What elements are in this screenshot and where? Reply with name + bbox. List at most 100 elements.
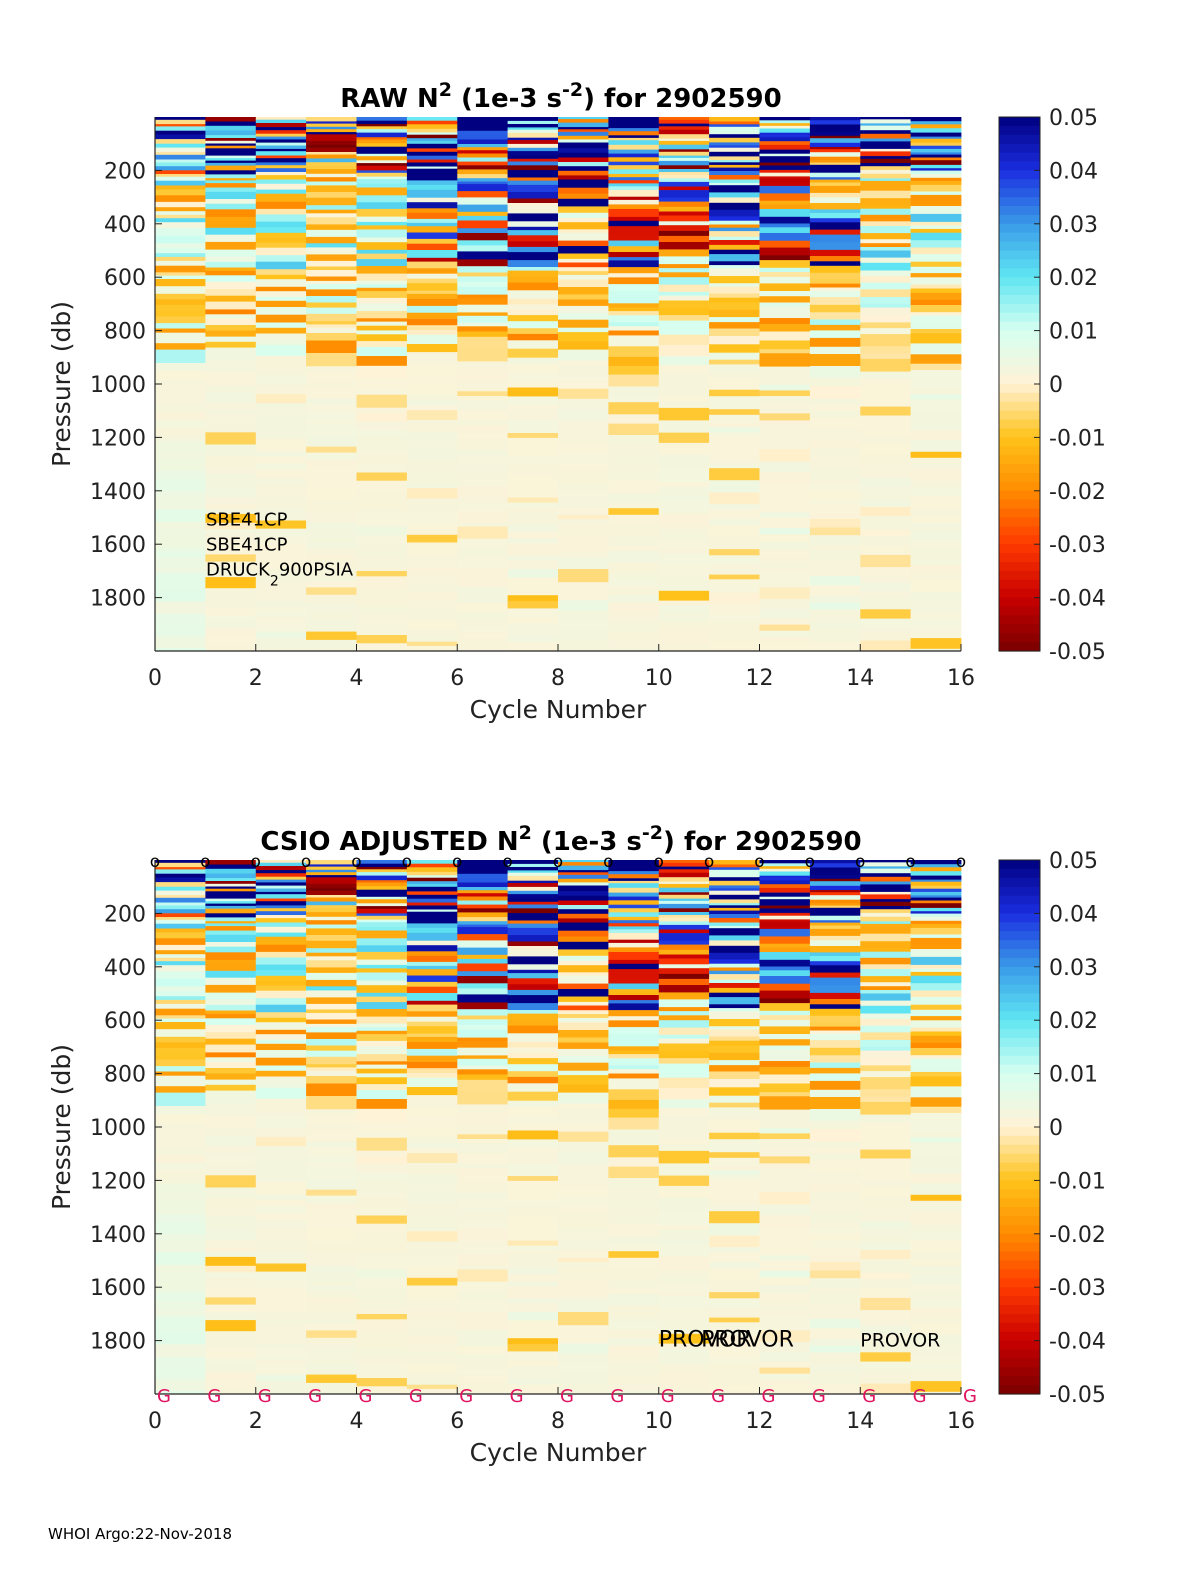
heatmap-cell	[155, 986, 206, 992]
heatmap-cell	[306, 147, 357, 153]
heatmap-cell	[356, 930, 408, 939]
heatmap-cell	[759, 1285, 811, 1294]
heatmap-cell	[205, 234, 257, 243]
heatmap-cell	[155, 1022, 206, 1030]
heatmap-cell	[658, 119, 710, 124]
colorbar-segment	[999, 241, 1040, 252]
heatmap-cell	[809, 1233, 861, 1242]
heatmap-cell	[457, 1211, 509, 1223]
heatmap-cell	[356, 1319, 408, 1331]
heatmap-cell	[255, 232, 307, 239]
heatmap-cell	[809, 1211, 861, 1223]
heatmap-cell	[709, 1357, 760, 1366]
heatmap-cell	[356, 996, 408, 1003]
heatmap-cell	[306, 631, 357, 641]
heatmap-cell	[558, 926, 609, 932]
heatmap-cell	[205, 1297, 257, 1305]
heatmap-cell	[205, 162, 257, 166]
heatmap-cell	[608, 480, 660, 494]
heatmap-cell	[507, 1281, 559, 1287]
heatmap-cell	[356, 273, 408, 281]
heatmap-cell	[709, 869, 760, 874]
heatmap-cell	[910, 152, 962, 155]
heatmap-cell	[809, 946, 861, 953]
heatmap-cell	[759, 581, 811, 588]
heatmap-cell	[658, 1197, 710, 1212]
heatmap-cell	[658, 973, 710, 980]
heatmap-cell	[155, 195, 206, 203]
heatmap-cell	[709, 1120, 760, 1127]
heatmap-cell	[507, 230, 559, 236]
heatmap-cell	[205, 1032, 257, 1040]
heatmap-cell	[709, 564, 760, 575]
heatmap-cell	[860, 334, 912, 347]
heatmap-cell	[558, 365, 609, 378]
heatmap-cell	[809, 147, 861, 150]
heatmap-cell	[155, 905, 206, 910]
heatmap-cell	[558, 1195, 609, 1201]
heatmap-cell	[608, 1010, 660, 1017]
heatmap-cell	[457, 184, 509, 192]
heatmap-cell	[608, 315, 660, 323]
heatmap-cell	[507, 623, 559, 637]
heatmap-cell	[507, 913, 559, 917]
heatmap-cell	[507, 1047, 559, 1054]
heatmap-cell	[306, 134, 357, 140]
colorbar-segment	[999, 1287, 1040, 1297]
y-axis-label: Pressure (db)	[47, 301, 76, 467]
heatmap-cell	[306, 403, 357, 413]
heatmap-cell	[558, 217, 609, 223]
heatmap-cell	[356, 1215, 408, 1225]
heatmap-cell	[457, 908, 509, 913]
heatmap-cell	[809, 172, 861, 178]
heatmap-cell	[558, 246, 609, 254]
heatmap-cell	[910, 626, 962, 639]
heatmap-cell	[658, 903, 710, 909]
heatmap-cell	[205, 180, 257, 184]
heatmap-cell	[457, 420, 509, 426]
heatmap-cell	[356, 1040, 408, 1047]
heatmap-cell	[255, 1359, 307, 1366]
heatmap-cell	[709, 1175, 760, 1180]
heatmap-cell	[608, 423, 660, 436]
heatmap-cell	[205, 1024, 257, 1033]
heatmap-cell	[255, 876, 307, 880]
heatmap-cell	[910, 968, 962, 973]
heatmap-cell	[255, 1004, 307, 1013]
heatmap-cell	[658, 197, 710, 202]
heatmap-cell	[809, 1345, 861, 1353]
heatmap-cell	[457, 1362, 509, 1370]
heatmap-cell	[608, 929, 660, 934]
heatmap-cell	[507, 206, 559, 214]
heatmap-cell	[255, 926, 307, 933]
heatmap-cell	[809, 164, 861, 169]
heatmap-cell	[155, 441, 206, 452]
heatmap-cell	[507, 1366, 559, 1380]
heatmap-cell	[608, 860, 660, 865]
heatmap-cell	[910, 1260, 962, 1266]
heatmap-cell	[759, 919, 811, 922]
heatmap-cell	[709, 427, 760, 433]
colorbar-segment	[999, 1171, 1040, 1181]
heatmap-cell	[356, 1156, 408, 1165]
heatmap-cell	[910, 648, 962, 652]
heatmap-cell	[155, 207, 206, 212]
heatmap-cell	[356, 120, 408, 125]
heatmap-cell	[558, 983, 609, 990]
heatmap-cell	[809, 585, 861, 597]
heatmap-cell	[155, 572, 206, 578]
heatmap-cell	[306, 260, 357, 267]
heatmap-cell	[709, 145, 760, 149]
heatmap-cell	[809, 1089, 861, 1098]
colorbar-tick-label: -0.04	[1049, 1330, 1106, 1355]
heatmap-cell	[255, 998, 307, 1006]
heatmap-cell	[406, 290, 458, 295]
heatmap-cell	[155, 601, 206, 615]
heatmap-cell	[457, 1207, 509, 1212]
heatmap-cell	[608, 578, 660, 587]
colorbar-segment	[999, 321, 1040, 332]
heatmap-cell	[306, 154, 357, 159]
heatmap-cell	[860, 969, 912, 977]
heatmap-cell	[356, 926, 408, 931]
heatmap-cell	[759, 276, 811, 284]
